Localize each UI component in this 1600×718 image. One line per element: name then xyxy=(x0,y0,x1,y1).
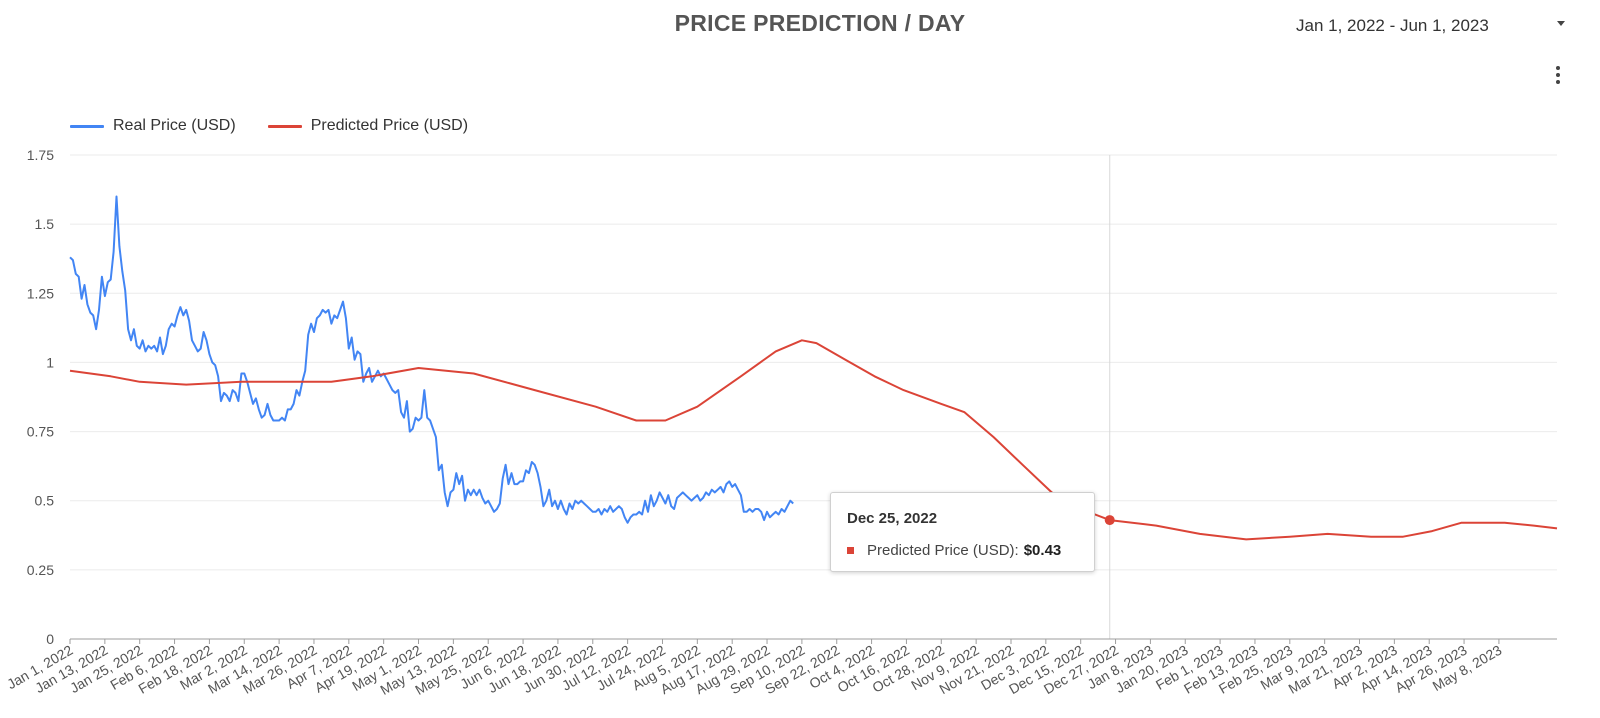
y-tick-label: 1 xyxy=(46,354,54,370)
y-tick-label: 0.25 xyxy=(27,562,54,578)
legend-item-real-price[interactable]: Real Price (USD) xyxy=(70,117,236,135)
series-line-predicted-price[interactable] xyxy=(69,339,1558,541)
caret-down-icon[interactable] xyxy=(1557,21,1565,26)
chart-tooltip: Dec 25, 2022 Predicted Price (USD): $0.4… xyxy=(830,492,1095,572)
y-tick-label: 0 xyxy=(46,631,54,647)
chart-legend: Real Price (USD) Predicted Price (USD) xyxy=(70,117,500,135)
y-tick-label: 1.25 xyxy=(27,285,54,301)
grid-lines xyxy=(70,154,1557,571)
y-tick-label: 0.5 xyxy=(35,493,55,509)
page-title: PRICE PREDICTION / DAY xyxy=(674,10,966,36)
y-tick-label: 1.75 xyxy=(27,147,54,163)
tooltip-series-label: Predicted Price (USD): xyxy=(867,542,1019,559)
legend-item-predicted-price[interactable]: Predicted Price (USD) xyxy=(267,117,469,135)
legend-swatch-predicted-price xyxy=(267,124,302,128)
legend-label-real-price: Real Price (USD) xyxy=(113,117,236,134)
legend-label-predicted-price: Predicted Price (USD) xyxy=(310,117,469,134)
highlight-point[interactable] xyxy=(1104,515,1115,526)
legend-swatch-real-price xyxy=(70,124,104,128)
y-axis-ticks: 0 0.25 0.5 0.75 1 1.25 1.5 1.75 xyxy=(27,147,54,647)
tooltip-swatch xyxy=(847,547,854,554)
tooltip-row: Predicted Price (USD): $0.43 xyxy=(847,542,1061,559)
tooltip-date: Dec 25, 2022 xyxy=(847,510,938,527)
series-lines xyxy=(69,195,1558,541)
y-tick-label: 1.5 xyxy=(35,216,55,232)
tooltip-value: $0.43 xyxy=(1023,542,1062,559)
y-tick-label: 0.75 xyxy=(27,424,54,440)
date-range-picker[interactable]: Jan 1, 2022 - Jun 1, 2023 xyxy=(1296,16,1489,35)
more-vert-icon[interactable] xyxy=(1552,66,1564,86)
series-line-real-price[interactable] xyxy=(69,195,794,524)
